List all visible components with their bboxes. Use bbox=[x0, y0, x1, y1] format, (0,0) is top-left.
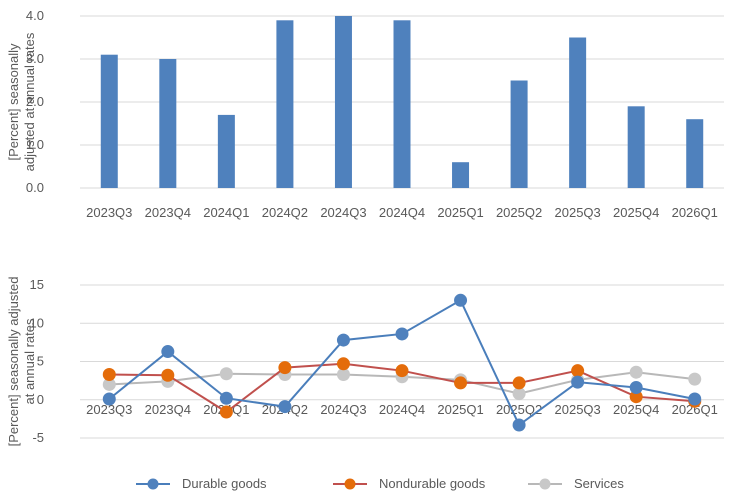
bar-x-tick-label: 2025Q2 bbox=[496, 205, 542, 220]
legend-marker-nondurable-goods bbox=[344, 478, 356, 490]
bar-x-tick-label: 2025Q4 bbox=[613, 205, 659, 220]
bar-2023Q3 bbox=[100, 54, 118, 189]
point-durable-goods-2024Q4 bbox=[395, 327, 409, 341]
line-y-tick-label: 10 bbox=[30, 315, 44, 330]
line-y-axis-label-line: [Percent] seasonally adjusted bbox=[6, 277, 21, 447]
point-nondurable-goods-2023Q3 bbox=[102, 368, 116, 382]
bar-2024Q2 bbox=[276, 20, 294, 188]
bar-y-tick-label: 2.0 bbox=[26, 94, 44, 109]
bar-y-axis-label-line: adjusted at annual rates bbox=[22, 32, 37, 171]
point-durable-goods-2024Q3 bbox=[336, 333, 350, 347]
line-y-axis-label-line: at annual rates bbox=[22, 318, 37, 405]
bar-x-tick-label: 2025Q1 bbox=[437, 205, 483, 220]
line-y-tick-label: 5 bbox=[37, 354, 44, 369]
line-y-tick-label: -5 bbox=[32, 430, 44, 445]
bar-2023Q4 bbox=[159, 59, 177, 188]
bar-x-tick-label: 2023Q4 bbox=[145, 205, 191, 220]
bar-x-tick-label: 2024Q3 bbox=[320, 205, 366, 220]
point-services-2024Q1 bbox=[219, 367, 233, 381]
point-nondurable-goods-2025Q2 bbox=[512, 376, 526, 390]
line-x-tick-label: 2026Q1 bbox=[672, 402, 718, 417]
point-nondurable-goods-2025Q4 bbox=[629, 390, 643, 404]
point-services-2024Q3 bbox=[336, 368, 350, 382]
point-durable-goods-2025Q2 bbox=[512, 418, 526, 432]
bar-y-tick-label: 4.0 bbox=[26, 8, 44, 23]
line-x-tick-label: 2023Q4 bbox=[145, 402, 191, 417]
bar-2025Q3 bbox=[569, 37, 587, 188]
point-durable-goods-2025Q4 bbox=[629, 381, 643, 395]
point-durable-goods-2025Q1 bbox=[454, 293, 468, 307]
bar-x-tick-label: 2023Q3 bbox=[86, 205, 132, 220]
point-nondurable-goods-2024Q4 bbox=[395, 364, 409, 378]
point-nondurable-goods-2024Q1 bbox=[219, 405, 233, 419]
point-durable-goods-2023Q4 bbox=[161, 345, 175, 359]
point-services-2023Q3 bbox=[102, 377, 116, 391]
bar-2025Q4 bbox=[627, 106, 645, 188]
line-y-tick-label: 15 bbox=[30, 277, 44, 292]
bar-y-axis-label: [Percent] seasonallyadjusted at annual r… bbox=[6, 32, 37, 171]
legend-marker-durable-goods bbox=[147, 478, 159, 490]
point-services-2026Q1 bbox=[688, 372, 702, 386]
bar-x-tick-label: 2025Q3 bbox=[555, 205, 601, 220]
point-durable-goods-2024Q2 bbox=[278, 400, 292, 414]
line-x-tick-label: 2023Q3 bbox=[86, 402, 132, 417]
bar-x-tick-label: 2024Q2 bbox=[262, 205, 308, 220]
point-services-2025Q2 bbox=[512, 387, 526, 401]
line-y-axis-label: [Percent] seasonally adjustedat annual r… bbox=[6, 277, 37, 447]
line-x-tick-label: 2024Q3 bbox=[320, 402, 366, 417]
legend-marker-services bbox=[539, 478, 551, 490]
bar-y-axis-label-line: [Percent] seasonally bbox=[6, 43, 21, 161]
legend-label-nondurable-goods: Nondurable goods bbox=[379, 476, 486, 491]
legend-label-durable-goods: Durable goods bbox=[182, 476, 267, 491]
bar-x-tick-label: 2024Q4 bbox=[379, 205, 425, 220]
point-nondurable-goods-2024Q3 bbox=[336, 357, 350, 371]
point-durable-goods-2024Q1 bbox=[219, 391, 233, 405]
bar-chart: 0.0 1.0 2.0 3.0 4.0 [Percent] seasonallyadjus… bbox=[6, 8, 724, 220]
line-y-tick-label: 0 bbox=[37, 392, 44, 407]
point-durable-goods-2023Q3 bbox=[102, 392, 116, 406]
point-services-2025Q4 bbox=[629, 365, 643, 379]
bar-2024Q4 bbox=[393, 20, 411, 188]
line-x-tick-label: 2025Q2 bbox=[496, 402, 542, 417]
bar-x-tick-label: 2026Q1 bbox=[672, 205, 718, 220]
bar-2025Q1 bbox=[452, 162, 470, 188]
point-nondurable-goods-2025Q3 bbox=[571, 364, 585, 378]
line-x-tick-label: 2024Q4 bbox=[379, 402, 425, 417]
line-x-tick-label: 2025Q3 bbox=[555, 402, 601, 417]
bar-y-tick-label: 1.0 bbox=[26, 137, 44, 152]
bar-y-tick-label: 0.0 bbox=[26, 180, 44, 195]
point-nondurable-goods-2025Q1 bbox=[454, 376, 468, 390]
point-durable-goods-2025Q3 bbox=[571, 375, 585, 389]
bar-y-tick-label: 3.0 bbox=[26, 51, 44, 66]
legend-label-services: Services bbox=[574, 476, 624, 491]
point-nondurable-goods-2024Q2 bbox=[278, 361, 292, 375]
line-x-tick-label: 2025Q4 bbox=[613, 402, 659, 417]
point-durable-goods-2026Q1 bbox=[688, 392, 702, 406]
point-nondurable-goods-2023Q4 bbox=[161, 368, 175, 382]
line-x-tick-label: 2025Q1 bbox=[437, 402, 483, 417]
bar-2025Q2 bbox=[510, 80, 528, 188]
bar-2024Q1 bbox=[217, 114, 235, 188]
bar-2026Q1 bbox=[686, 119, 704, 188]
bar-2024Q3 bbox=[334, 16, 352, 188]
bar-x-tick-label: 2024Q1 bbox=[203, 205, 249, 220]
